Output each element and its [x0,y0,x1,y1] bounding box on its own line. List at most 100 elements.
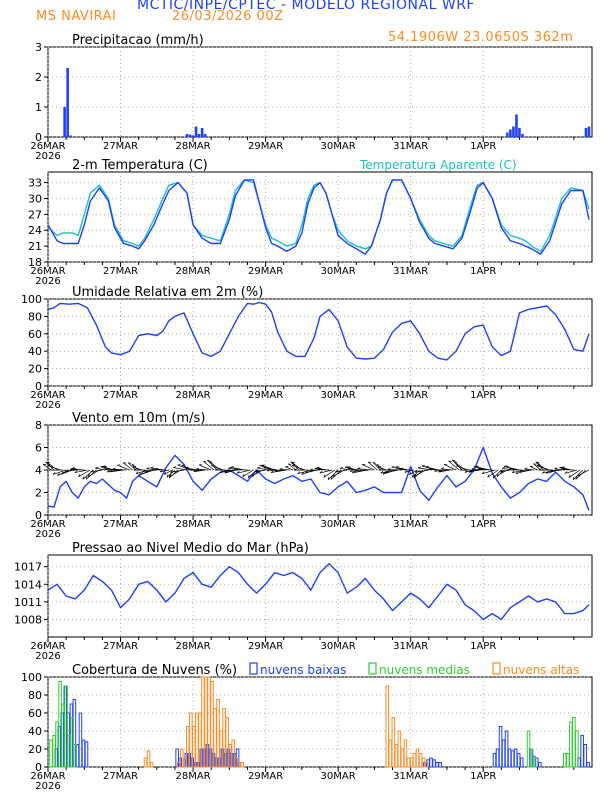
bar-nuvens-altas [240,762,245,768]
y-tick-label: 30 [28,192,42,205]
wind-arrow [549,469,562,472]
wind-arrow [448,460,460,471]
bar-nuvens-baixas [516,753,521,768]
x-tick-label: 28MAR [175,641,210,652]
wind-arrow-head [82,476,85,480]
x-tick-label: 30MAR [321,641,356,652]
wind-arrow-head [316,466,320,469]
wind-arrow-head [515,471,519,474]
wind-arrow [535,461,544,471]
bar-precip [194,126,198,137]
panel-title: Pressao ao Nivel Medio do Mar (hPa) [72,541,309,556]
wind-arrow-head [133,468,137,471]
y-tick-label: 1 [35,101,42,114]
wind-arrow-head [275,469,278,473]
wind-arrow [173,467,188,471]
wind-arrow [263,467,278,471]
wind-arrow-head [90,469,94,473]
wind-arrow-head [288,463,292,465]
bar-nuvens-altas [418,753,423,768]
x-tick-sublabel: 2026 [35,276,60,287]
wind-arrow-head [411,474,414,478]
wind-arrow-head [255,469,259,472]
wind-arrow [198,464,212,471]
wind-arrow [409,469,417,476]
x-tick-label: 29MAR [248,141,283,152]
wind-arrow [511,469,526,474]
bar-nuvens-altas [412,753,417,768]
wind-arrow [519,469,532,473]
y-tick-label: 60 [28,328,42,341]
wind-arrow-head [577,473,580,477]
bar-precip [66,68,69,137]
page-title: MCTIC/INPE/CPTEC - MODELO REGIONAL WRF [137,0,475,13]
bar-nuvens-baixas [501,739,506,768]
x-tick-sublabel: 2026 [35,781,60,792]
y-tick-label: 0 [35,509,42,522]
plot-frame [47,554,593,638]
wind-arrow-head [399,467,403,470]
wind-arrow-head [332,473,335,477]
x-tick-label: 29MAR [248,771,283,782]
y-tick-label: 20 [28,743,42,756]
x-tick-label: 26MAR [30,771,65,782]
bar-nuvens-medias [566,753,570,768]
x-tick-label: 27MAR [103,266,138,277]
wind-arrow-head [189,468,193,471]
wind-arrow-head [52,471,56,475]
bar-precip [185,134,189,137]
bar-nuvens-baixas [583,744,587,768]
bar-precip [521,134,524,137]
y-tick-label: 8 [35,419,42,432]
wind-arrow [357,468,372,471]
y-tick-label: 1011 [14,596,42,609]
wind-arrow [185,467,197,471]
run-date-label: 26/03/2026 00Z [172,9,284,24]
wind-arrow-head [71,467,75,469]
wind-arrow-head [224,470,227,474]
wind-arrow [500,469,511,472]
wind-arrow-head [255,471,258,475]
wind-arrow-head [492,475,495,479]
wind-arrow-head [500,471,503,475]
legend-swatch [492,662,501,675]
wind-arrow [542,469,556,474]
bar-precip [509,129,512,137]
bar-nuvens-altas [143,757,148,768]
wind-arrow-head [429,467,433,470]
x-tick-sublabel: 2026 [35,651,60,662]
wind-arrow-head [559,466,563,468]
wind-arrow-head [441,467,445,470]
wind-arrow [441,468,454,471]
y-tick-label: 1008 [14,613,42,626]
wind-arrow [554,468,565,471]
wind-arrow-head [496,473,499,477]
bar-precip [188,134,192,137]
x-tick-label: 27MAR [103,141,138,152]
wind-arrow [177,464,191,471]
bar-precip [506,132,509,137]
x-tick-label: 30MAR [321,519,356,530]
wind-arrow-head [384,470,388,474]
wind-arrow-head [305,470,308,474]
wind-arrow-head [159,469,163,473]
bar-nuvens-altas [406,757,411,768]
bar-nuvens-altas [146,750,151,768]
wind-arrow-head [297,471,301,475]
wind-arrow [399,469,411,471]
bar-nuvens-baixas [510,750,515,768]
x-tick-label: 31MAR [393,641,428,652]
wind-arrow [257,467,269,471]
wind-arrow-head [387,467,391,470]
wind-arrow-head [242,473,245,477]
wind-arrow-head [142,469,146,472]
wind-arrow [454,461,466,471]
bar-nuvens-baixas [507,748,512,768]
wind-arrow [112,468,127,471]
wind-arrow [109,469,124,473]
wind-arrow-head [372,462,376,464]
wind-arrow-head [87,473,90,477]
wind-arrow-head [545,471,549,474]
plot-frame [47,46,593,138]
